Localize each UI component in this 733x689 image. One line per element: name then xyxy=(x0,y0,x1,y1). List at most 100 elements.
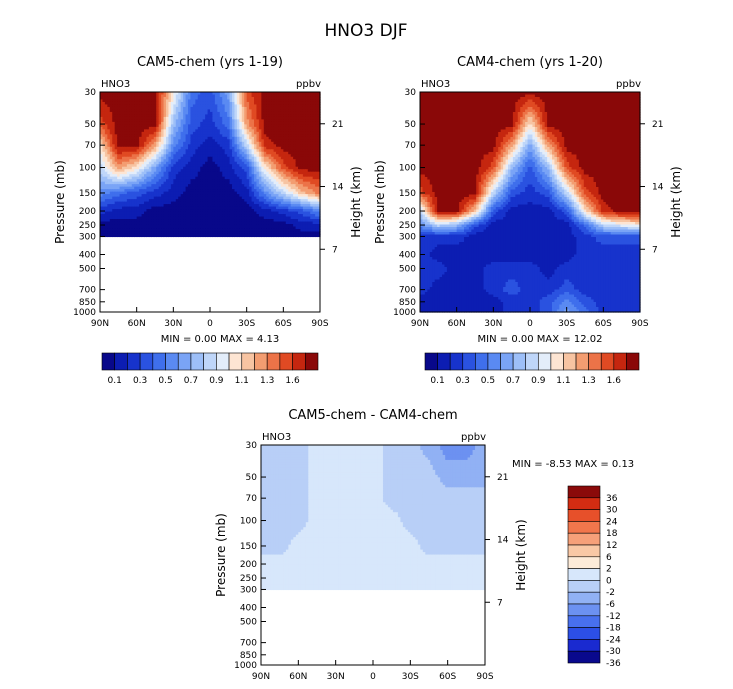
colorbar-label: 0.7 xyxy=(184,376,198,386)
y-tick-label: 250 xyxy=(399,221,416,231)
colorbar-swatch xyxy=(177,352,192,371)
colorbar-label: 1.3 xyxy=(260,376,274,386)
variable-label: HNO3 xyxy=(262,432,291,443)
colorbar-swatch xyxy=(575,352,589,371)
colorbar-swatch xyxy=(512,352,527,371)
colorbar-swatch xyxy=(266,352,281,371)
colorbar-swatch xyxy=(550,352,564,371)
colorbar-swatch xyxy=(216,352,230,371)
colorbar-swatch xyxy=(567,591,601,605)
colorbar-label: 0.1 xyxy=(108,376,122,386)
x-tick-label: 0 xyxy=(527,319,533,329)
colorbar-label: 1.1 xyxy=(556,376,570,386)
x-tick-label: 30N xyxy=(327,672,345,682)
colorbar-swatch xyxy=(567,521,601,534)
y-tick-label: 100 xyxy=(79,164,96,174)
min-max-summary: MIN = 0.00 MAX = 12.02 xyxy=(478,334,603,345)
right-tick-label: 14 xyxy=(497,536,509,546)
right-axis-title: Height (km) xyxy=(349,166,363,237)
colorbar-label: 0.3 xyxy=(133,376,147,386)
colorbar-label: 0.5 xyxy=(158,376,172,386)
y-tick-label: 150 xyxy=(79,189,96,199)
colorbar-swatch xyxy=(152,352,166,371)
panel1: CAM5-chem (yrs 1-19)HNO3 ppbv305070100150… xyxy=(53,55,363,386)
colorbar-label: 0.9 xyxy=(209,376,224,386)
colorbar-label: -12 xyxy=(606,612,621,622)
y-tick-label: 150 xyxy=(399,189,416,199)
colorbar-swatch xyxy=(127,352,141,371)
y-tick-label: 400 xyxy=(399,251,416,261)
colorbar-swatch xyxy=(613,352,627,371)
colorbar-swatch xyxy=(567,580,601,593)
y-tick-label: 70 xyxy=(405,141,417,151)
colorbar-swatch xyxy=(500,352,514,371)
colorbar-label: 0 xyxy=(606,576,612,586)
y-tick-label: 700 xyxy=(240,639,257,649)
colorbar-label: 1.6 xyxy=(607,376,622,386)
colorbar-swatch xyxy=(292,352,306,371)
colorbar-label: 0.3 xyxy=(456,376,470,386)
y-tick-label: 250 xyxy=(79,221,96,231)
y-tick-label: 150 xyxy=(240,542,257,552)
colorbar-swatch xyxy=(241,352,255,371)
colorbar-swatch xyxy=(475,352,489,371)
units-label: ppbv xyxy=(461,432,486,443)
y-tick-label: 850 xyxy=(399,298,416,308)
variable-label: HNO3 xyxy=(101,79,130,90)
panel-title: CAM5-chem - CAM4-chem xyxy=(288,408,457,423)
x-tick-label: 60N xyxy=(448,319,466,329)
colorbar-swatch xyxy=(424,352,438,371)
colorbar-label: 1.6 xyxy=(285,376,300,386)
colorbar-swatch xyxy=(567,650,601,664)
colorbar-label: 0.1 xyxy=(430,376,444,386)
y-tick-label: 70 xyxy=(246,494,258,504)
colorbar-label: 1.1 xyxy=(235,376,249,386)
colorbar-swatch xyxy=(588,352,602,371)
colorbar-swatch xyxy=(228,352,243,371)
colorbar-swatch xyxy=(190,352,204,371)
colorbar-label: 36 xyxy=(606,494,618,504)
right-axis-title: Height (km) xyxy=(669,166,683,237)
colorbar-label: -2 xyxy=(606,588,615,598)
right-tick-label: 7 xyxy=(652,245,658,255)
x-tick-label: 60S xyxy=(595,319,612,329)
x-tick-label: 30N xyxy=(164,319,182,329)
colorbar-swatch xyxy=(203,352,217,371)
colorbar-swatch xyxy=(449,352,464,371)
colorbar-swatch xyxy=(567,556,601,569)
colorbar-label: 1.3 xyxy=(581,376,595,386)
colorbar-label: 30 xyxy=(606,506,618,516)
colorbar-swatch xyxy=(254,352,268,371)
colorbar-swatch xyxy=(567,568,601,581)
y-tick-label: 300 xyxy=(240,585,257,595)
y-tick-label: 50 xyxy=(405,120,417,130)
colorbar-swatch xyxy=(114,352,128,371)
colorbar-label: 12 xyxy=(606,541,617,551)
colorbar-swatch xyxy=(537,352,552,371)
colorbar-label: -30 xyxy=(606,647,621,657)
field xyxy=(420,92,641,313)
y-tick-label: 50 xyxy=(85,120,97,130)
colorbar-swatch xyxy=(567,603,601,617)
x-tick-label: 60S xyxy=(275,319,292,329)
colorbar-swatch xyxy=(525,352,539,371)
y-tick-label: 30 xyxy=(85,88,97,98)
x-tick-label: 60N xyxy=(128,319,146,329)
x-tick-label: 30N xyxy=(484,319,502,329)
colorbar-swatch xyxy=(139,352,154,371)
colorbar-swatch xyxy=(462,352,476,371)
right-tick-label: 14 xyxy=(332,183,344,193)
right-tick-label: 7 xyxy=(332,245,338,255)
y-tick-label: 100 xyxy=(399,164,416,174)
y-tick-label: 500 xyxy=(240,618,257,628)
field xyxy=(261,445,486,591)
colorbar-swatch xyxy=(567,544,601,558)
colorbar-swatch xyxy=(487,352,501,371)
y-tick-label: 100 xyxy=(240,517,257,527)
colorbar-label: 18 xyxy=(606,529,618,539)
y-tick-label: 500 xyxy=(399,265,416,275)
units-label: ppbv xyxy=(296,79,321,90)
x-tick-label: 90S xyxy=(311,319,328,329)
y-axis-title: Pressure (mb) xyxy=(53,160,67,244)
